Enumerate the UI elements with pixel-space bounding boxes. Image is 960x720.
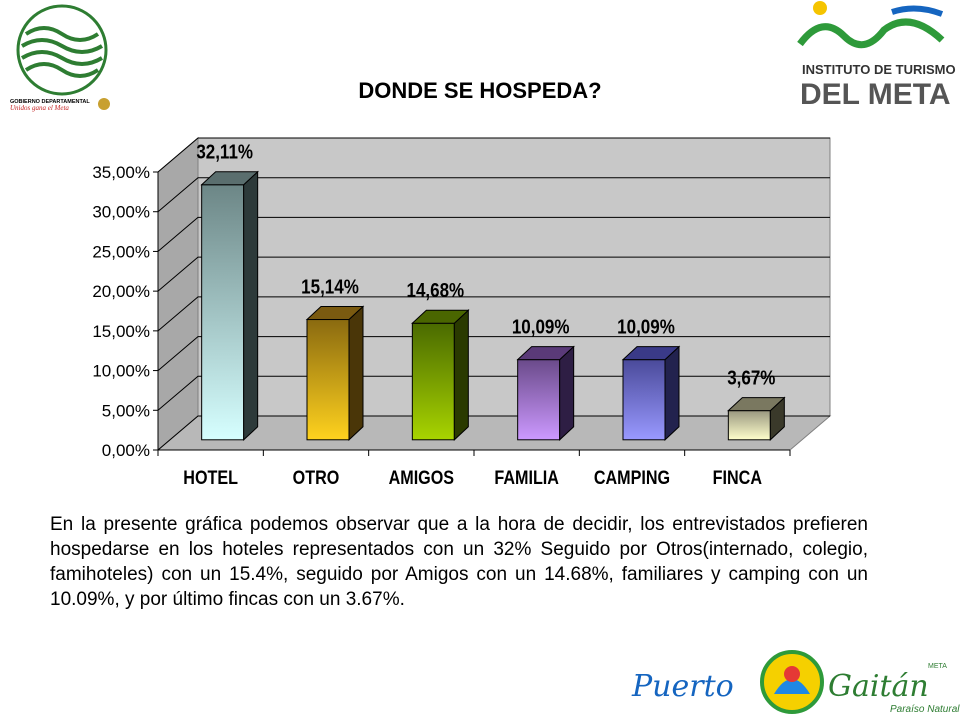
- page-title: DONDE SE HOSPEDA?: [358, 78, 602, 103]
- bar-top-camping: [621, 346, 681, 361]
- instituto-turismo-logo: INSTITUTO DE TURISMO DEL META: [797, 1, 956, 111]
- x-tick-label-camping: CAMPING: [594, 467, 670, 489]
- data-label-camping: 10,09%: [617, 315, 675, 338]
- bar-otro: [306, 319, 350, 441]
- bar-familia: [517, 359, 561, 441]
- y-tick-label: 30,00%: [92, 203, 150, 222]
- data-label-otro: 15,14%: [301, 275, 359, 298]
- data-label-finca: 3,67%: [727, 366, 775, 389]
- x-tick-label-amigos: AMIGOS: [389, 467, 455, 489]
- data-label-amigos: 14,68%: [407, 279, 465, 302]
- gridline: [157, 177, 830, 213]
- data-label-hotel: 32,11%: [196, 140, 253, 163]
- y-tick-label: 0,00%: [102, 441, 150, 460]
- y-tick-label: 10,00%: [92, 362, 150, 381]
- y-tick-label: 35,00%: [92, 163, 150, 182]
- gridline: [157, 137, 830, 173]
- x-tick-label-finca: FINCA: [713, 467, 763, 489]
- bottom-logo-small: META: [928, 663, 947, 670]
- y-tick-label: 20,00%: [92, 282, 150, 301]
- puerto-gaitan-logo: Puerto Gaitán META Paraíso Natural: [628, 644, 960, 720]
- y-tick-label: 25,00%: [92, 242, 150, 261]
- x-tick-label-otro: OTRO: [293, 467, 340, 489]
- left-logo-text: GOBIERNO DEPARTAMENTAL: [10, 99, 90, 105]
- bar-side-hotel: [243, 170, 259, 441]
- bottom-logo-tagline: Paraíso Natural: [890, 704, 960, 715]
- bar-amigos: [411, 322, 455, 441]
- gridline: [157, 296, 830, 332]
- gridline: [157, 375, 830, 411]
- data-label-familia: 10,09%: [512, 315, 570, 338]
- bar-top-amigos: [411, 309, 470, 324]
- gridline: [157, 256, 830, 292]
- gridline: [157, 415, 830, 451]
- y-tick-label: 15,00%: [92, 322, 150, 341]
- bottom-logo-word1: Puerto: [631, 669, 734, 704]
- bar-camping: [622, 359, 666, 441]
- bar-side-familia: [559, 345, 575, 441]
- bar-top-hotel: [200, 171, 259, 186]
- x-tick-label-familia: FAMILIA: [494, 467, 559, 489]
- description-paragraph: En la presente gráfica podemos observar …: [50, 514, 868, 610]
- bar-top-finca: [727, 397, 786, 412]
- bar-finca: [727, 410, 771, 441]
- x-tick-label-hotel: HOTEL: [183, 467, 238, 489]
- bar-side-amigos: [453, 309, 469, 441]
- bar-side-otro: [348, 305, 364, 441]
- gridline: [157, 336, 830, 371]
- gobierno-departamental-logo: GOBIERNO DEPARTAMENTAL Unidos gana el Me…: [10, 4, 110, 112]
- bar-top-familia: [516, 346, 575, 361]
- bar-top-otro: [305, 306, 365, 321]
- y-tick-label: 5,00%: [102, 401, 150, 420]
- chart-side-wall: [157, 136, 199, 452]
- right-logo-line2: DEL META: [800, 78, 951, 111]
- bottom-logo-word2: Gaitán: [828, 669, 929, 704]
- right-logo-line1: INSTITUTO DE TURISMO: [802, 62, 956, 77]
- left-logo-slogan: Unidos gana el Meta: [10, 104, 69, 112]
- gridline: [157, 216, 830, 252]
- bar-chart: 0,00% 5,00% 10,00% 15,00% 20,00% 25,00% 30,00%…: [92, 136, 832, 489]
- bar-hotel: [201, 184, 245, 441]
- bar-side-camping: [664, 345, 680, 441]
